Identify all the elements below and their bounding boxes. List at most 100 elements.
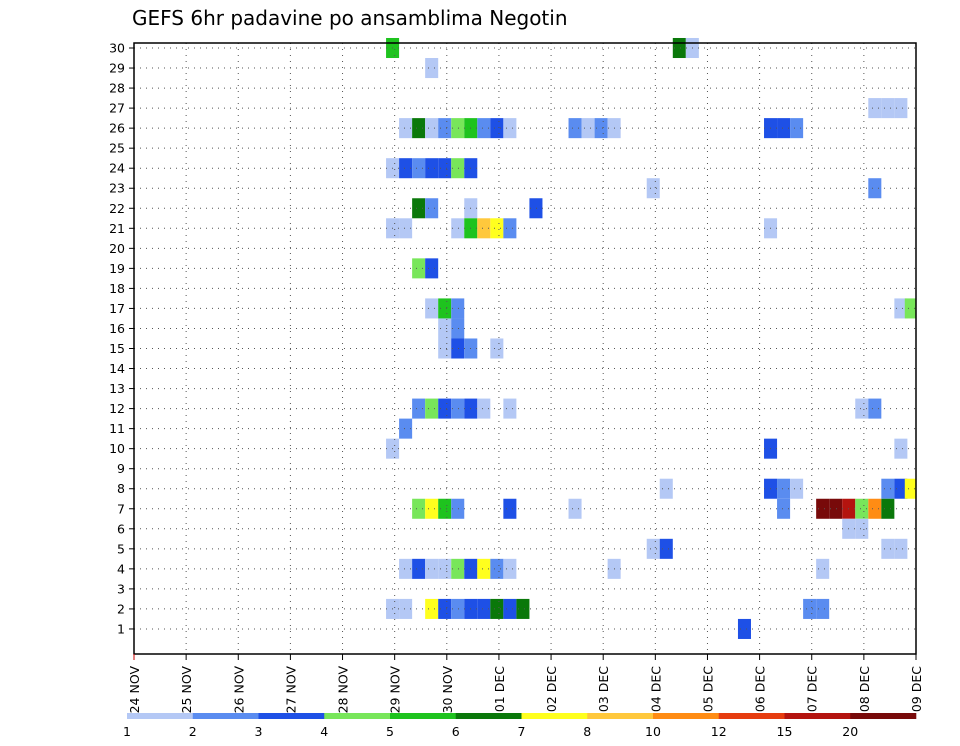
heatmap-cell [425,258,439,279]
y-tick-label: 4 [117,561,125,576]
heatmap-cell [503,558,517,579]
y-tick-label: 5 [117,541,125,556]
heatmap-cell [568,498,582,519]
heatmap-cell [529,198,543,219]
heatmap-cell [490,118,504,139]
heatmap-cell [451,218,465,239]
heatmap-cell [803,598,817,619]
heatmap-cell [425,498,439,519]
colorbar-label: 3 [255,724,263,739]
colorbar-label: 1 [123,724,131,739]
x-tick-label: 28 NOV [336,666,351,714]
heatmap-cell [438,498,452,519]
colorbar-label: 8 [583,724,591,739]
colorbar-swatch [653,713,720,719]
colorbar-label: 7 [518,724,526,739]
heatmap-cell [490,598,504,619]
heatmap-cell [477,398,491,419]
heatmap-cell [503,398,517,419]
heatmap-cell [425,598,439,619]
x-tick-label: 27 NOV [283,666,298,714]
colorbar-label: 20 [842,724,858,739]
heatmap-cell [477,118,491,139]
colorbar-swatch [587,713,654,719]
colorbar-swatch [390,713,457,719]
y-tick-label: 9 [117,461,125,476]
heatmap-cell [477,598,491,619]
heatmap-cell [425,118,439,139]
colorbar: 1 2 3 4 5 6 7 8 10 12 15 20 [123,713,917,739]
heatmap-cell [425,198,439,219]
heatmap-cell [438,298,452,319]
heatmap-cell [855,518,869,539]
heatmap-cell [568,118,582,139]
y-tick-label: 12 [109,401,125,416]
heatmap-cell [451,338,465,359]
y-tick-label: 13 [109,381,125,396]
heatmap-cell [646,178,660,199]
heatmap-cell [894,98,908,119]
heatmap-cell [868,178,882,199]
x-tick-label: 07 DEC [805,666,820,712]
y-tick-label: 24 [109,161,125,176]
heatmap-cell [790,118,804,139]
heatmap-cell [425,58,439,79]
heatmap-cell [855,398,869,419]
heatmap-cell [816,558,830,579]
heatmap-cell [868,98,882,119]
heatmap-cell [451,118,465,139]
heatmap-cell [425,298,439,319]
heatmap-cell [594,118,608,139]
x-tick-label: 29 NOV [388,666,403,714]
heatmap-cell [516,598,530,619]
x-tick-label: 30 NOV [440,666,455,714]
heatmap-cell [438,318,452,339]
heatmap-cell [438,398,452,419]
heatmap-cell [412,258,426,279]
y-tick-label: 10 [109,441,125,456]
cells-layer [386,37,916,639]
heatmap-cell [894,538,908,559]
chart-title: GEFS 6hr padavine po ansamblima Negotin [132,6,568,30]
heatmap-cell [868,398,882,419]
heatmap-cell [503,498,517,519]
heatmap-cell [790,478,804,499]
y-tick-label: 14 [109,361,125,376]
heatmap-cell [894,438,908,459]
y-tick-label: 19 [109,261,125,276]
y-tick-label: 20 [109,241,125,256]
colorbar-swatch [127,713,194,719]
colorbar-label: 10 [645,724,661,739]
heatmap-cell [451,318,465,339]
heatmap-cell [412,558,426,579]
y-tick-label: 16 [109,321,125,336]
x-tick-label: 24 NOV [127,666,142,714]
heatmap-cell [399,418,413,439]
heatmap-cell [412,398,426,419]
y-tick-label: 11 [109,421,125,436]
heatmap-cell [777,478,791,499]
heatmap-cell [477,218,491,239]
heatmap-cell [451,598,465,619]
heatmap-cell [451,558,465,579]
heatmap-cell [904,298,916,319]
heatmap-cell [855,498,869,519]
heatmap-cell [412,118,426,139]
heatmap-cell [646,538,660,559]
heatmap-cell [490,218,504,239]
y-tick-label: 1 [117,621,125,636]
heatmap-cell [451,398,465,419]
heatmap-cell [881,498,895,519]
x-tick-label: 08 DEC [857,666,872,712]
heatmap-cell [425,558,439,579]
x-tick-label: 04 DEC [648,666,663,712]
y-tick-label: 29 [109,61,125,76]
y-tick-label: 27 [109,101,125,116]
y-tick-label: 25 [109,141,125,156]
x-tick-label: 05 DEC [700,666,715,712]
heatmap-cell [737,618,751,639]
y-tick-label: 17 [109,301,125,316]
heatmap-cell [659,538,673,559]
heatmap-cell [581,118,595,139]
